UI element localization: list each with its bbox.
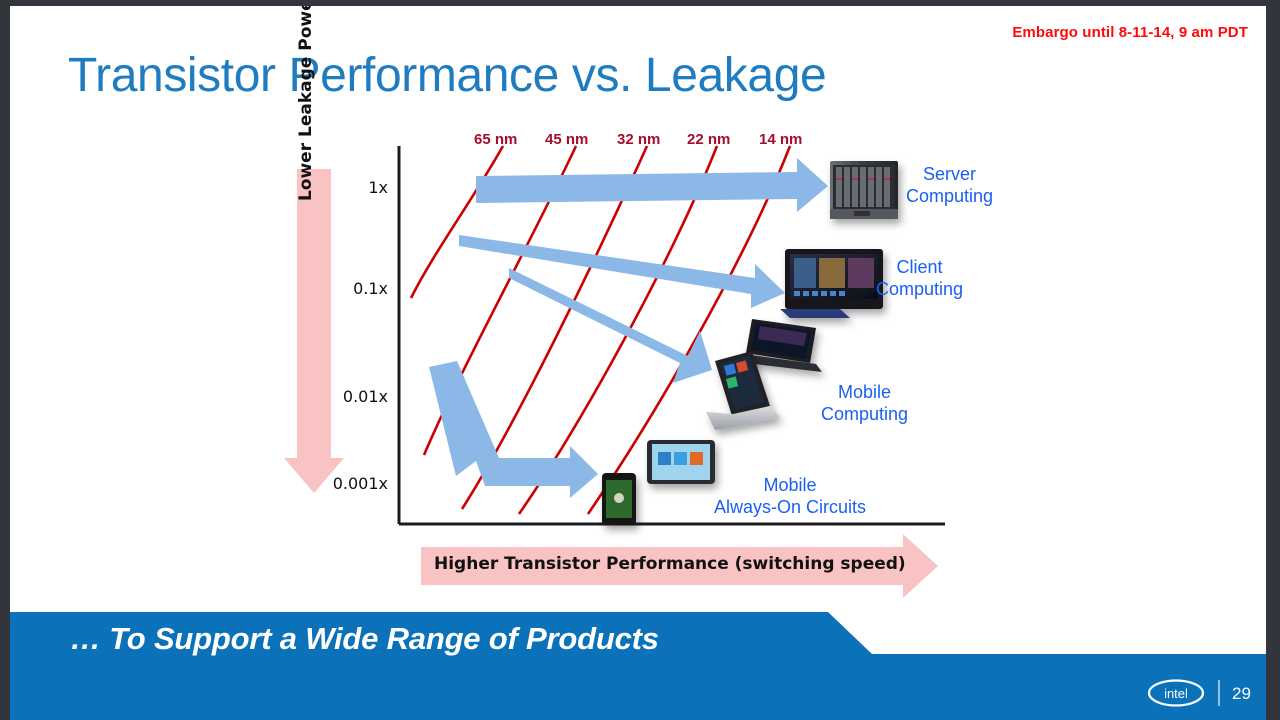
ytick-0.1x: 0.1x — [353, 279, 388, 298]
arrow-server-computing — [476, 158, 828, 212]
slide-canvas: Embargo until 8-11-14, 9 am PDT Transist… — [10, 6, 1266, 720]
callout-client-computing: Client Computing — [876, 257, 963, 301]
callout-server-line2: Computing — [906, 185, 994, 206]
arrow-mobile-computing — [509, 240, 712, 383]
ytick-1x: 1x — [368, 178, 388, 197]
node-label-22nm: 22 nm — [687, 131, 731, 148]
page-title: Transistor Performance vs. Leakage — [68, 49, 827, 102]
chart-canvas — [284, 145, 945, 598]
ytick-0.001x: 0.001x — [332, 474, 388, 493]
callout-alwayson-line1: Mobile — [763, 475, 817, 495]
banner-text: … To Support a Wide Range of Products — [70, 621, 659, 656]
callout-client-line2: Computing — [876, 278, 964, 299]
arrow-client-computing — [459, 207, 785, 308]
device-smartphone — [602, 473, 636, 525]
callout-mobile-line1: Mobile — [838, 382, 892, 402]
chart-area: 65 nm 45 nm 32 nm 22 nm 14 nm 1x 0.1x 0.… — [10, 6, 1266, 606]
x-axis-arrow — [421, 534, 938, 598]
callout-server-computing: Server Computing — [906, 164, 993, 208]
intel-logo: intel — [1147, 679, 1205, 707]
device-server-rack — [830, 161, 898, 219]
callout-client-line1: Client — [896, 257, 943, 277]
node-label-14nm: 14 nm — [759, 131, 803, 148]
ytick-0.01x: 0.01x — [342, 387, 388, 406]
device-all-in-one-desktop — [780, 249, 883, 318]
device-dark-laptop — [737, 319, 822, 372]
embargo-notice: Embargo until 8-11-14, 9 am PDT — [1012, 24, 1248, 41]
trend-arrows — [429, 158, 828, 498]
device-tablet — [647, 440, 715, 484]
callout-server-line1: Server — [923, 164, 977, 184]
y-axis-label: Lower Leakage Power — [296, 6, 316, 202]
x-axis-label: Higher Transistor Performance (switching… — [434, 554, 906, 574]
page-number: 29 — [1232, 684, 1251, 703]
curve-65nm — [409, 145, 505, 299]
svg-text:intel: intel — [1164, 686, 1188, 701]
callout-mobile-always-on: Mobile Always-On Circuits — [714, 475, 866, 519]
y-axis-ticks: 1x 0.1x 0.01x 0.001x — [260, 6, 388, 526]
callout-alwayson-line2: Always-On Circuits — [714, 496, 867, 517]
footer-divider — [1218, 680, 1220, 706]
node-label-45nm: 45 nm — [545, 131, 589, 148]
y-axis-arrow — [284, 169, 344, 493]
node-label-65nm: 65 nm — [474, 131, 518, 148]
callout-mobile-computing: Mobile Computing — [821, 382, 908, 426]
device-silver-laptop — [706, 351, 780, 430]
node-label-32nm: 32 nm — [617, 131, 661, 148]
arrow-mobile-always-on — [429, 361, 598, 498]
callout-mobile-line2: Computing — [821, 403, 909, 424]
bottom-banner — [10, 612, 1266, 720]
chart-axes — [397, 146, 945, 526]
